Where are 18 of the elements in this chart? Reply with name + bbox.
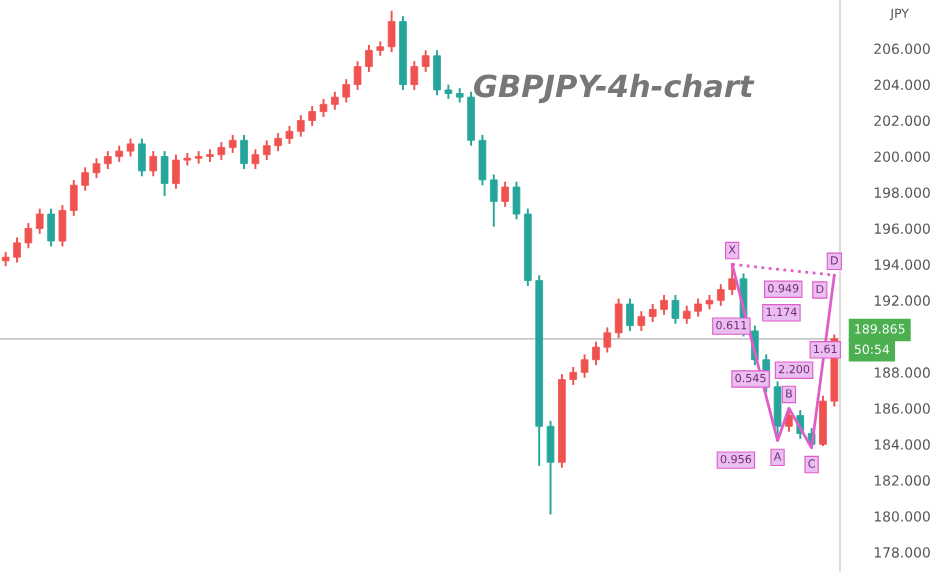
text: GBPJPY-4h-chart — [473, 73, 755, 104]
candlestick — [47, 207, 55, 248]
candlestick — [149, 150, 158, 178]
candlestick — [160, 150, 169, 198]
candlestick — [489, 173, 498, 228]
candlestick — [251, 148, 260, 171]
candlestick — [138, 137, 146, 178]
candlestick — [671, 294, 680, 325]
candlestick — [501, 180, 509, 208]
candlestick — [35, 207, 44, 235]
candlestick — [637, 310, 646, 332]
candlestick — [421, 49, 430, 73]
candlestick — [410, 60, 419, 91]
candlestick — [626, 297, 634, 332]
candlestick — [58, 204, 67, 248]
candlestick — [240, 133, 248, 171]
candlestick — [614, 297, 623, 340]
candlestick — [387, 9, 396, 54]
